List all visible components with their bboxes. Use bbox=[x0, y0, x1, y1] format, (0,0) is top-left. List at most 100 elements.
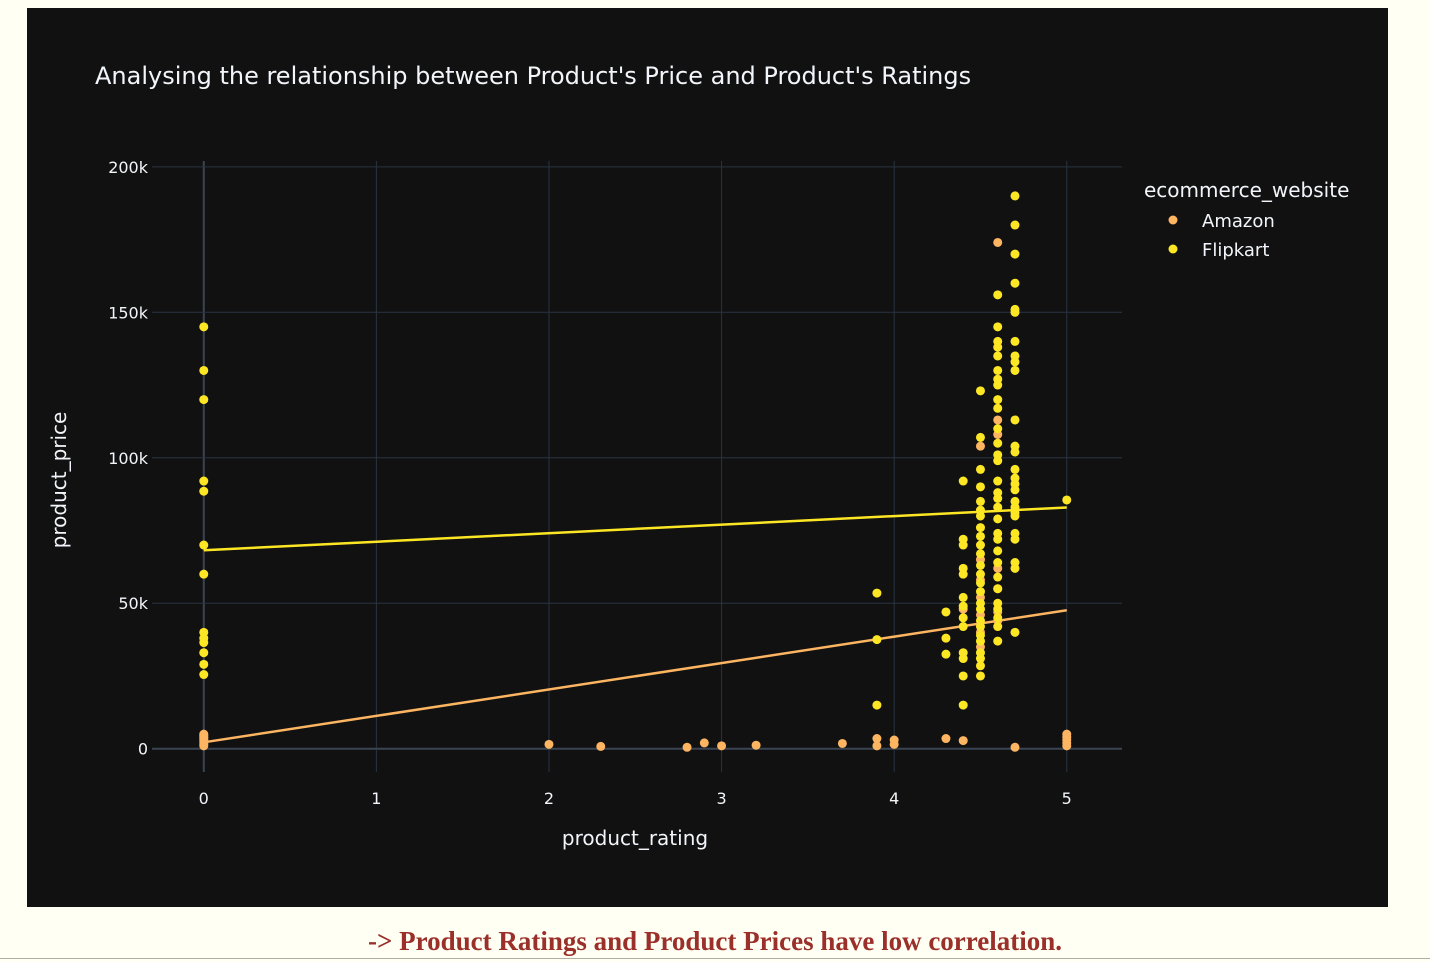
y-tick-label: 150k bbox=[108, 303, 149, 322]
x-tick-label: 2 bbox=[544, 789, 554, 808]
point-flipkart bbox=[1010, 365, 1020, 375]
point-flipkart bbox=[1010, 563, 1020, 573]
point-flipkart bbox=[958, 592, 968, 602]
point-flipkart bbox=[941, 633, 951, 643]
point-flipkart bbox=[1010, 415, 1020, 425]
point-flipkart bbox=[958, 654, 968, 664]
point-flipkart bbox=[1010, 447, 1020, 457]
x-tick-label: 3 bbox=[716, 789, 726, 808]
point-amazon bbox=[544, 739, 554, 749]
point-flipkart bbox=[958, 601, 968, 611]
point-amazon bbox=[717, 741, 727, 751]
point-flipkart bbox=[975, 654, 985, 664]
trendline-amazon bbox=[203, 608, 1067, 744]
point-flipkart bbox=[993, 438, 1003, 448]
point-flipkart bbox=[1010, 357, 1020, 367]
point-flipkart bbox=[993, 342, 1003, 352]
point-flipkart bbox=[958, 476, 968, 486]
point-flipkart bbox=[993, 636, 1003, 646]
point-flipkart bbox=[958, 700, 968, 710]
point-flipkart bbox=[975, 587, 985, 597]
point-flipkart bbox=[993, 584, 1003, 594]
point-flipkart bbox=[199, 638, 209, 648]
point-flipkart bbox=[199, 395, 209, 405]
point-flipkart bbox=[199, 540, 209, 550]
point-flipkart bbox=[941, 649, 951, 659]
point-flipkart bbox=[993, 380, 1003, 390]
point-flipkart bbox=[199, 365, 209, 375]
point-amazon bbox=[1062, 729, 1072, 739]
point-flipkart bbox=[199, 648, 209, 658]
point-amazon bbox=[872, 741, 882, 751]
point-flipkart bbox=[975, 540, 985, 550]
point-flipkart bbox=[958, 540, 968, 550]
point-flipkart bbox=[199, 569, 209, 579]
trendline-flipkart bbox=[203, 506, 1067, 552]
point-flipkart bbox=[975, 671, 985, 681]
point-amazon bbox=[837, 738, 847, 748]
x-tick-label: 0 bbox=[199, 789, 209, 808]
tick-label-layer: 0 1 2 3 4 5 0 50k 100k 150k 200k bbox=[108, 158, 1072, 808]
point-flipkart bbox=[993, 424, 1003, 434]
point-flipkart bbox=[872, 635, 882, 645]
point-flipkart bbox=[975, 386, 985, 396]
point-flipkart bbox=[1062, 495, 1072, 505]
point-flipkart bbox=[1010, 534, 1020, 544]
point-flipkart bbox=[975, 496, 985, 506]
point-amazon bbox=[199, 729, 209, 739]
legend-title: ecommerce_website bbox=[1144, 178, 1349, 202]
point-flipkart bbox=[993, 546, 1003, 556]
point-flipkart bbox=[993, 476, 1003, 486]
chart-panel: 0 1 2 3 4 5 0 50k 100k 150k 200k Analysing the rel… bbox=[27, 8, 1388, 907]
caption-text: -> Product Ratings and Product Prices ha… bbox=[367, 926, 1063, 956]
point-flipkart bbox=[993, 558, 1003, 568]
y-tick-label: 0 bbox=[138, 740, 148, 759]
point-amazon bbox=[699, 738, 709, 748]
point-flipkart bbox=[975, 531, 985, 541]
legend-marker-flipkart bbox=[1168, 244, 1178, 254]
point-flipkart bbox=[872, 700, 882, 710]
points-layer bbox=[199, 191, 1072, 752]
point-flipkart bbox=[199, 670, 209, 680]
point-flipkart bbox=[993, 456, 1003, 466]
point-flipkart bbox=[1010, 464, 1020, 474]
point-flipkart bbox=[975, 464, 985, 474]
point-flipkart bbox=[199, 659, 209, 669]
legend-item-flipkart[interactable]: Flipkart bbox=[1168, 240, 1270, 261]
point-flipkart bbox=[975, 604, 985, 614]
point-flipkart bbox=[1010, 511, 1020, 521]
point-amazon bbox=[975, 441, 985, 451]
point-flipkart bbox=[199, 486, 209, 496]
point-flipkart bbox=[993, 351, 1003, 361]
point-amazon bbox=[958, 736, 968, 746]
point-flipkart bbox=[993, 613, 1003, 623]
point-flipkart bbox=[975, 432, 985, 442]
y-tick-label: 200k bbox=[108, 158, 149, 177]
point-flipkart bbox=[975, 482, 985, 492]
point-amazon bbox=[889, 735, 899, 745]
point-flipkart bbox=[975, 549, 985, 559]
point-flipkart bbox=[993, 514, 1003, 524]
point-flipkart bbox=[941, 607, 951, 617]
point-amazon bbox=[751, 740, 761, 750]
x-tick-label: 4 bbox=[889, 789, 899, 808]
legend-label-amazon: Amazon bbox=[1202, 211, 1275, 232]
x-axis-title: product_rating bbox=[562, 826, 708, 850]
point-flipkart bbox=[958, 622, 968, 632]
point-amazon bbox=[1010, 742, 1020, 752]
point-flipkart bbox=[975, 560, 985, 570]
point-flipkart bbox=[199, 322, 209, 332]
legend-item-amazon[interactable]: Amazon bbox=[1168, 211, 1275, 232]
divider bbox=[0, 958, 1430, 959]
point-flipkart bbox=[993, 290, 1003, 300]
point-flipkart bbox=[958, 671, 968, 681]
point-flipkart bbox=[975, 661, 985, 671]
legend[interactable]: ecommerce_website Amazon Flipkart bbox=[1144, 178, 1349, 261]
point-flipkart bbox=[993, 622, 1003, 632]
point-flipkart bbox=[1010, 485, 1020, 495]
point-amazon bbox=[872, 734, 882, 744]
y-axis-title: product_price bbox=[47, 412, 71, 549]
point-flipkart bbox=[993, 502, 1003, 512]
point-flipkart bbox=[993, 604, 1003, 614]
point-amazon bbox=[993, 237, 1003, 247]
